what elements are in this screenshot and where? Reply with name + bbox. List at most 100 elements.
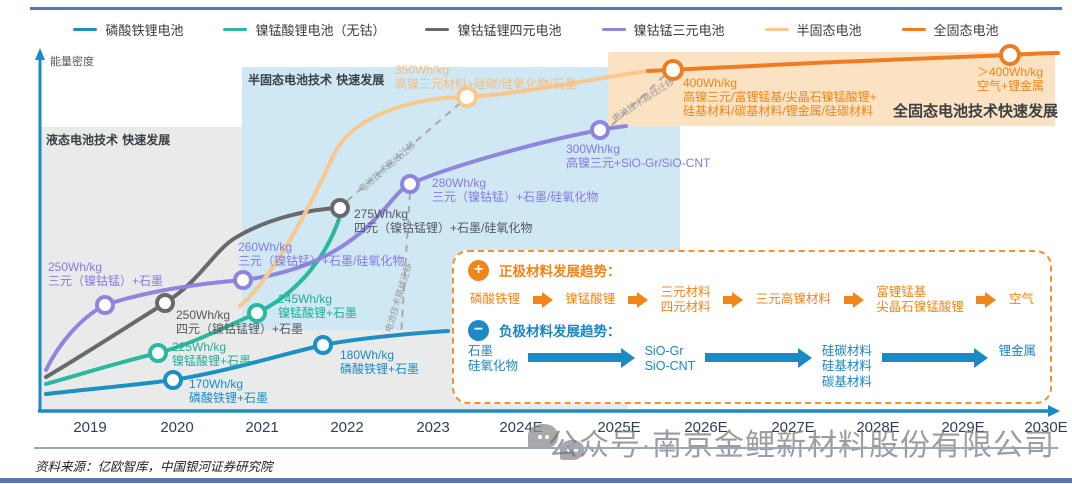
top-border-line bbox=[30, 7, 1062, 10]
arrow-right-icon bbox=[976, 292, 997, 309]
plus-icon: + bbox=[468, 259, 489, 281]
annotation-materials: 磷酸铁锂+石墨 bbox=[189, 391, 269, 406]
arrow-right-icon bbox=[843, 292, 864, 309]
wechat-bubble-icon bbox=[528, 424, 558, 449]
cathode-item: 磷酸铁锂 bbox=[470, 292, 520, 308]
anode-item-label: 硅碳材料 bbox=[821, 343, 872, 358]
annotation-materials: 空气+锂金属 bbox=[977, 79, 1045, 94]
x-tick: 2027E bbox=[771, 419, 815, 436]
annotation-250-ternary: 250Wh/kg 三元（镍钴锰）+石墨 bbox=[48, 260, 163, 288]
legend-item-solidstate: 全固态电池 bbox=[901, 20, 999, 39]
region-label-line: 液态电池技术 bbox=[46, 133, 119, 147]
y-axis-label: 能量密度 bbox=[50, 56, 94, 68]
region-label-line: 快速发展 bbox=[122, 133, 171, 147]
annotation-value: 245Wh/kg bbox=[278, 292, 333, 306]
annotation-value: 400Wh/kg bbox=[683, 76, 738, 90]
x-axis-arrow-icon bbox=[1048, 405, 1060, 417]
annotation-225: 225Wh/kg 镍锰酸锂+石墨 bbox=[172, 340, 251, 368]
cathode-trend-title-row: + 正极材料发展趋势： bbox=[468, 259, 1036, 282]
legend-swatch-solidstate-icon bbox=[901, 28, 926, 31]
cathode-item: 三元高镍材料 bbox=[756, 292, 831, 308]
watermark-text: 公众号·南京金鲤新材料股份有限公司 bbox=[548, 429, 1055, 462]
legend: 磷酸铁锂电池 镍锰酸锂电池（无钴） 镍钴锰锂四元电池 镍钴锰三元电池 半固态电池… bbox=[0, 20, 1072, 39]
y-axis-arrow-icon bbox=[35, 48, 45, 60]
annotation-materials: 四元（镍钴锰锂）+石墨 bbox=[176, 322, 304, 337]
anode-item-label: 硅氧化物 bbox=[468, 359, 519, 374]
region-label-liquid: 液态电池技术 快速发展 bbox=[46, 131, 170, 150]
annotation-materials: 四元（镍钴锰锂）+石墨/硅氧化物 bbox=[354, 221, 533, 236]
annotation-materials: 磷酸铁锂+石墨 bbox=[340, 362, 420, 377]
legend-swatch-ternary-icon bbox=[601, 28, 626, 31]
cathode-item: 空气 bbox=[1009, 292, 1034, 308]
legend-item-semisolid: 半固态电池 bbox=[764, 20, 862, 39]
annotation-materials: 镍锰酸锂+石墨 bbox=[172, 354, 252, 369]
x-tick: 2019 bbox=[73, 419, 107, 436]
arrow-right-icon bbox=[881, 347, 989, 368]
cathode-flow: 磷酸铁锂 镍锰酸锂 三元材料 四元材料 三元高镍材料 富锂锰基 尖晶石镍锰酸锂 … bbox=[468, 282, 1036, 320]
anode-item: 石墨 硅氧化物 bbox=[468, 344, 518, 375]
anode-flow: 石墨 硅氧化物 SiO-Gr SiO-CNT 硅碳材料 硅基材料 碳基材料 锂金… bbox=[468, 342, 1036, 397]
anode-item-label: 锂金属 bbox=[998, 343, 1036, 358]
cathode-item: 三元材料 四元材料 bbox=[661, 285, 711, 316]
migration-dashed-lines bbox=[346, 74, 666, 337]
legend-swatch-semisolid-icon bbox=[764, 28, 789, 31]
legend-item-lfp: 磷酸铁锂电池 bbox=[73, 20, 183, 39]
legend-label: 镍锰酸锂电池（无钴） bbox=[255, 23, 386, 38]
x-tick: 2022 bbox=[330, 419, 364, 436]
materials-trend-box: + 正极材料发展趋势： 磷酸铁锂 镍锰酸锂 三元材料 四元材料 三元高镍材料 富… bbox=[452, 250, 1052, 404]
legend-label: 镍钴锰三元电池 bbox=[633, 23, 725, 38]
annotation-180: 180Wh/kg 磷酸铁锂+石墨 bbox=[340, 348, 419, 376]
anode-item: 锂金属 bbox=[998, 344, 1036, 360]
cathode-item-label: 磷酸铁锂 bbox=[470, 292, 521, 307]
legend-item-quaternary: 镍钴锰锂四元电池 bbox=[425, 20, 562, 39]
data-point-markers bbox=[95, 44, 1021, 390]
annotation-materials: 三元（镍钴锰）+石墨/硅氧化物 bbox=[432, 190, 599, 205]
anode-item: 硅碳材料 硅基材料 碳基材料 bbox=[822, 344, 872, 391]
anode-item-label: 石墨 bbox=[468, 343, 494, 358]
arrow-right-icon bbox=[723, 292, 744, 309]
region-label-line: 半固态电池技术 bbox=[248, 73, 333, 87]
x-tick: 2030E bbox=[1024, 419, 1068, 436]
annotation-value: 300Wh/kg bbox=[566, 142, 621, 156]
annotation-value: 170Wh/kg bbox=[189, 377, 244, 391]
cathode-item: 镍锰酸锂 bbox=[565, 292, 615, 308]
annotation-400: 400Wh/kg 高镍三元/富锂锰基/尖晶石镍锰酸锂+ 硅基材料/碳基材料/锂金… bbox=[683, 76, 877, 118]
anode-item-label: SiO-CNT bbox=[644, 359, 696, 374]
anode-item-label: 硅基材料 bbox=[821, 359, 872, 374]
annotation-value: 260Wh/kg bbox=[238, 240, 293, 254]
curve-solidstate bbox=[646, 51, 1060, 73]
anode-trend-title: 负极材料发展趋势： bbox=[499, 324, 621, 340]
curve-lfp bbox=[44, 329, 450, 396]
curve-semisolid bbox=[238, 69, 650, 308]
cathode-item-label: 三元高镍材料 bbox=[755, 292, 831, 307]
annotation-280: 280Wh/kg 三元（镍钴锰）+石墨/硅氧化物 bbox=[432, 176, 598, 204]
annotation-275: 275Wh/kg 四元（镍钴锰锂）+石墨/硅氧化物 bbox=[354, 207, 532, 235]
arrow-right-icon bbox=[627, 292, 648, 309]
curve-lnmo bbox=[44, 211, 343, 386]
annotation-350: 350Wh/kg 高镍三元材料+硅碳/硅氧化物/石墨 bbox=[395, 63, 577, 91]
anode-item-label: SiO-Gr bbox=[644, 343, 684, 358]
wechat-bubble-icon bbox=[560, 440, 584, 460]
cathode-item-label: 空气 bbox=[1008, 292, 1034, 307]
anode-item: SiO-Gr SiO-CNT bbox=[645, 344, 696, 375]
annotation-materials: 高镍三元材料+硅碳/硅氧化物/石墨 bbox=[395, 77, 577, 92]
cathode-item-label: 四元材料 bbox=[660, 300, 711, 315]
x-tick: 2023 bbox=[416, 419, 450, 436]
region-solidstate-battery bbox=[608, 52, 1055, 126]
x-tick: 2025E bbox=[597, 419, 641, 436]
annotation-value: 180Wh/kg bbox=[340, 348, 395, 362]
minus-icon: − bbox=[468, 319, 489, 341]
annotation-value: 350Wh/kg bbox=[395, 63, 450, 77]
cathode-item-label: 三元材料 bbox=[660, 284, 711, 299]
annotation-value: 250Wh/kg bbox=[176, 308, 231, 322]
annotation-value: 275Wh/kg bbox=[354, 207, 409, 221]
separator-line bbox=[34, 447, 1058, 449]
cathode-item-label: 富锂锰基 bbox=[876, 284, 927, 299]
x-tick: 2029E bbox=[941, 419, 985, 436]
y-axis bbox=[35, 48, 45, 411]
annotation-170: 170Wh/kg 磷酸铁锂+石墨 bbox=[189, 377, 268, 405]
cathode-trend-title: 正极材料发展趋势： bbox=[499, 264, 621, 280]
legend-swatch-lnmo-icon bbox=[223, 28, 248, 31]
